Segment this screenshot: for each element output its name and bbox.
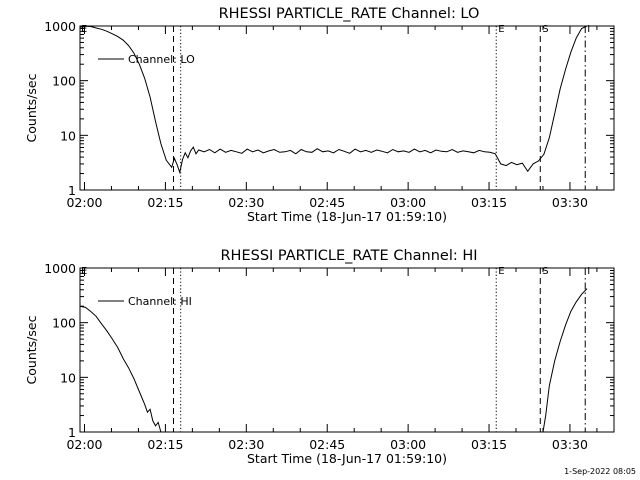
plot-frame [79, 25, 615, 191]
x-tick-label: 02:45 [309, 195, 345, 210]
x-tick-label: 02:15 [147, 437, 183, 452]
x-tick-label: 03:00 [390, 195, 426, 210]
chart-title: RHESSI PARTICLE_RATE Channel: HI [220, 248, 477, 264]
x-axis-label: Start Time (18-Jun-17 01:59:10) [247, 451, 447, 466]
y-tick-label: 100 [52, 316, 76, 331]
y-axis-label: Counts/sec [24, 315, 39, 384]
marker-label: S [542, 24, 548, 35]
x-tick-label: 02:30 [228, 195, 264, 210]
series-group [80, 26, 588, 175]
y-tick-label: 10 [60, 370, 76, 385]
x-tick-label: 03:00 [390, 437, 426, 452]
x-tick-label: 03:15 [471, 437, 507, 452]
x-tick-label: 02:00 [66, 437, 102, 452]
marker-label: S [542, 266, 548, 277]
y-tick-label: 1 [68, 183, 76, 198]
x-tick-label: 03:30 [552, 195, 588, 210]
y-tick-label: 1000 [44, 261, 76, 276]
series-line-2 [542, 288, 588, 432]
x-tick-label: 02:30 [228, 437, 264, 452]
marker-label: E [498, 266, 504, 277]
y-tick-label: 1000 [44, 19, 76, 34]
chart-panel-2: RHESSI PARTICLE_RATE Channel: HIESIE1101… [24, 248, 615, 466]
plot-frame [79, 267, 615, 433]
legend-label: Channel: HI [128, 295, 192, 308]
footer-date: 1-Sep-2022 08:05 [564, 467, 636, 476]
chart-panel-1: RHESSI PARTICLE_RATE Channel: LOESIE1101… [24, 6, 615, 224]
y-axis-label: Counts/sec [24, 73, 39, 142]
x-tick-label: 02:00 [66, 195, 102, 210]
x-axis-label: Start Time (18-Jun-17 01:59:10) [247, 209, 447, 224]
y-tick-label: 10 [60, 128, 76, 143]
marker-label: E [498, 24, 504, 35]
legend-label: Channel: LO [128, 53, 195, 66]
x-tick-label: 02:45 [309, 437, 345, 452]
y-tick-label: 1 [68, 425, 76, 440]
y-tick-label: 100 [52, 74, 76, 89]
series-line-1 [80, 26, 588, 175]
x-tick-label: 03:15 [471, 195, 507, 210]
chart-title: RHESSI PARTICLE_RATE Channel: LO [219, 6, 480, 22]
series-group [80, 288, 588, 432]
x-tick-label: 03:30 [552, 437, 588, 452]
marker-label: I [587, 266, 590, 277]
x-tick-label: 02:15 [147, 195, 183, 210]
series-line-1 [80, 305, 162, 432]
marker-label: I [587, 24, 590, 35]
